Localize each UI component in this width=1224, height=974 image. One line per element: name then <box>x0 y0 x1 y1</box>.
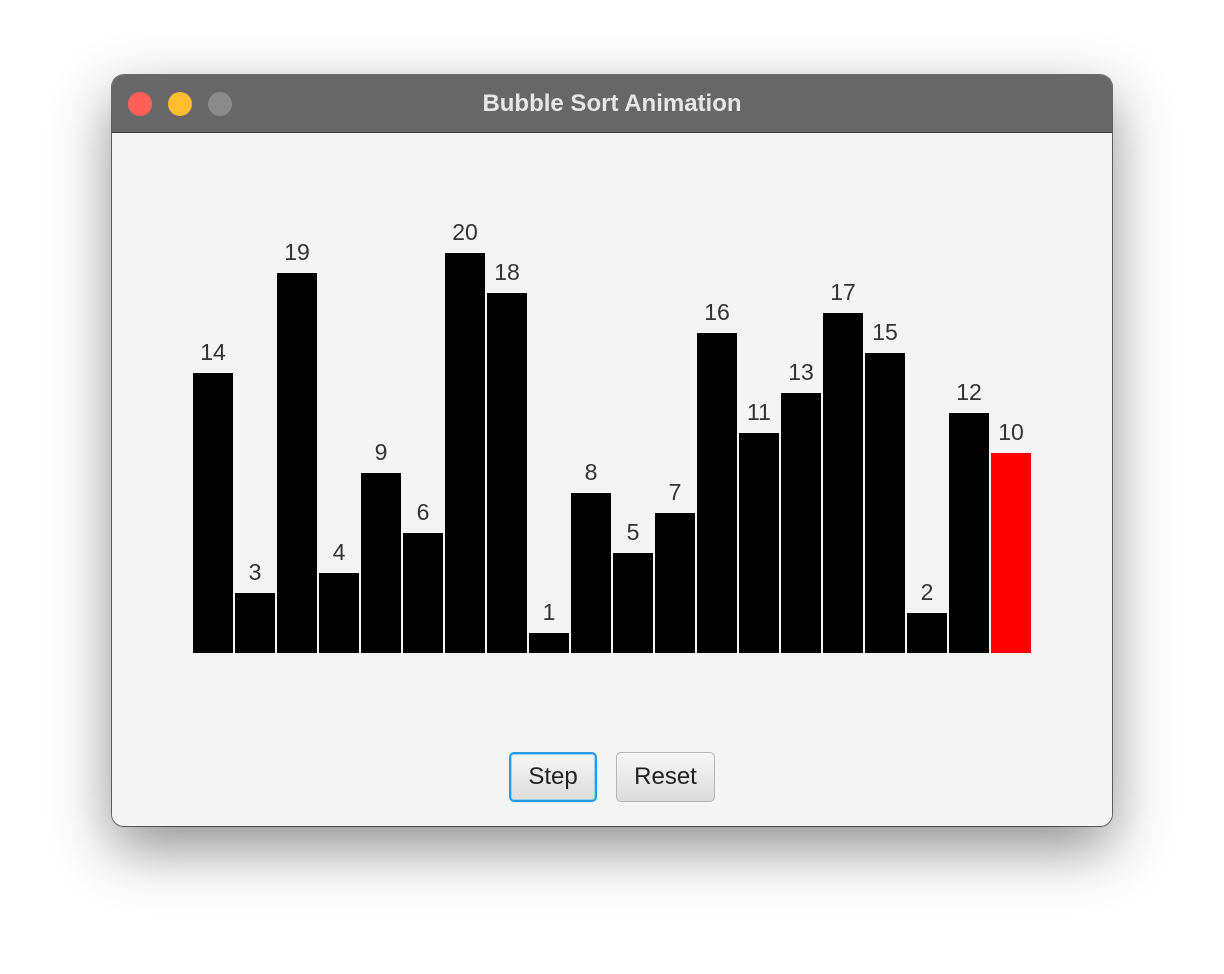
bar-value-label: 11 <box>747 399 771 425</box>
bar-10 <box>613 553 653 653</box>
bar-value-label: 13 <box>788 359 814 385</box>
content-area: 14 3 19 4 9 6 20 18 1 8 5 7 16 11 13 17 15 2 12 10 Step Res… <box>112 133 1112 826</box>
bar-19 <box>991 453 1031 653</box>
bar-value-label: 8 <box>584 459 598 485</box>
bar-13 <box>739 433 779 653</box>
minimize-window-button[interactable] <box>168 92 192 116</box>
maximize-window-button[interactable] <box>208 92 232 116</box>
bar-value-label: 4 <box>332 539 346 565</box>
app-window: Bubble Sort Animation 14 3 19 4 9 6 20 18 1 8 5 7 16… <box>112 75 1112 826</box>
bar-18 <box>949 413 989 653</box>
bar-value-label: 19 <box>284 239 310 265</box>
bar-value-label: 9 <box>374 439 388 465</box>
bar-3 <box>319 573 359 653</box>
step-button[interactable]: Step <box>509 752 597 802</box>
bar-value-label: 10 <box>998 419 1024 445</box>
bar-16 <box>865 353 905 653</box>
bar-value-label: 15 <box>872 319 898 345</box>
bar-value-label: 3 <box>248 559 262 585</box>
title-bar: Bubble Sort Animation <box>112 75 1112 133</box>
bar-17 <box>907 613 947 653</box>
bar-value-label: 16 <box>704 299 730 325</box>
bar-value-label: 1 <box>542 599 556 625</box>
bar-value-label: 14 <box>200 339 226 365</box>
bar-value-label: 7 <box>668 479 682 505</box>
bar-value-label: 2 <box>920 579 934 605</box>
bubble-sort-bar-chart: 14 3 19 4 9 6 20 18 1 8 5 7 16 11 13 17 15 2 12 10 <box>112 133 1112 733</box>
bar-value-label: 6 <box>416 499 430 525</box>
window-title: Bubble Sort Animation <box>482 90 742 117</box>
bar-0 <box>193 373 233 653</box>
reset-button[interactable]: Reset <box>616 752 715 802</box>
bar-1 <box>235 593 275 653</box>
bar-7 <box>487 293 527 653</box>
bar-value-label: 18 <box>494 259 520 285</box>
bar-value-label: 20 <box>452 219 478 245</box>
bar-14 <box>781 393 821 653</box>
bar-12 <box>697 333 737 653</box>
bar-9 <box>571 493 611 653</box>
bar-15 <box>823 313 863 653</box>
bar-11 <box>655 513 695 653</box>
bar-2 <box>277 273 317 653</box>
bar-6 <box>445 253 485 653</box>
bar-value-label: 17 <box>830 279 856 305</box>
bar-5 <box>403 533 443 653</box>
close-window-button[interactable] <box>128 92 152 116</box>
bar-4 <box>361 473 401 653</box>
bar-8 <box>529 633 569 653</box>
bar-value-label: 12 <box>956 379 982 405</box>
bar-value-label: 5 <box>626 519 640 545</box>
